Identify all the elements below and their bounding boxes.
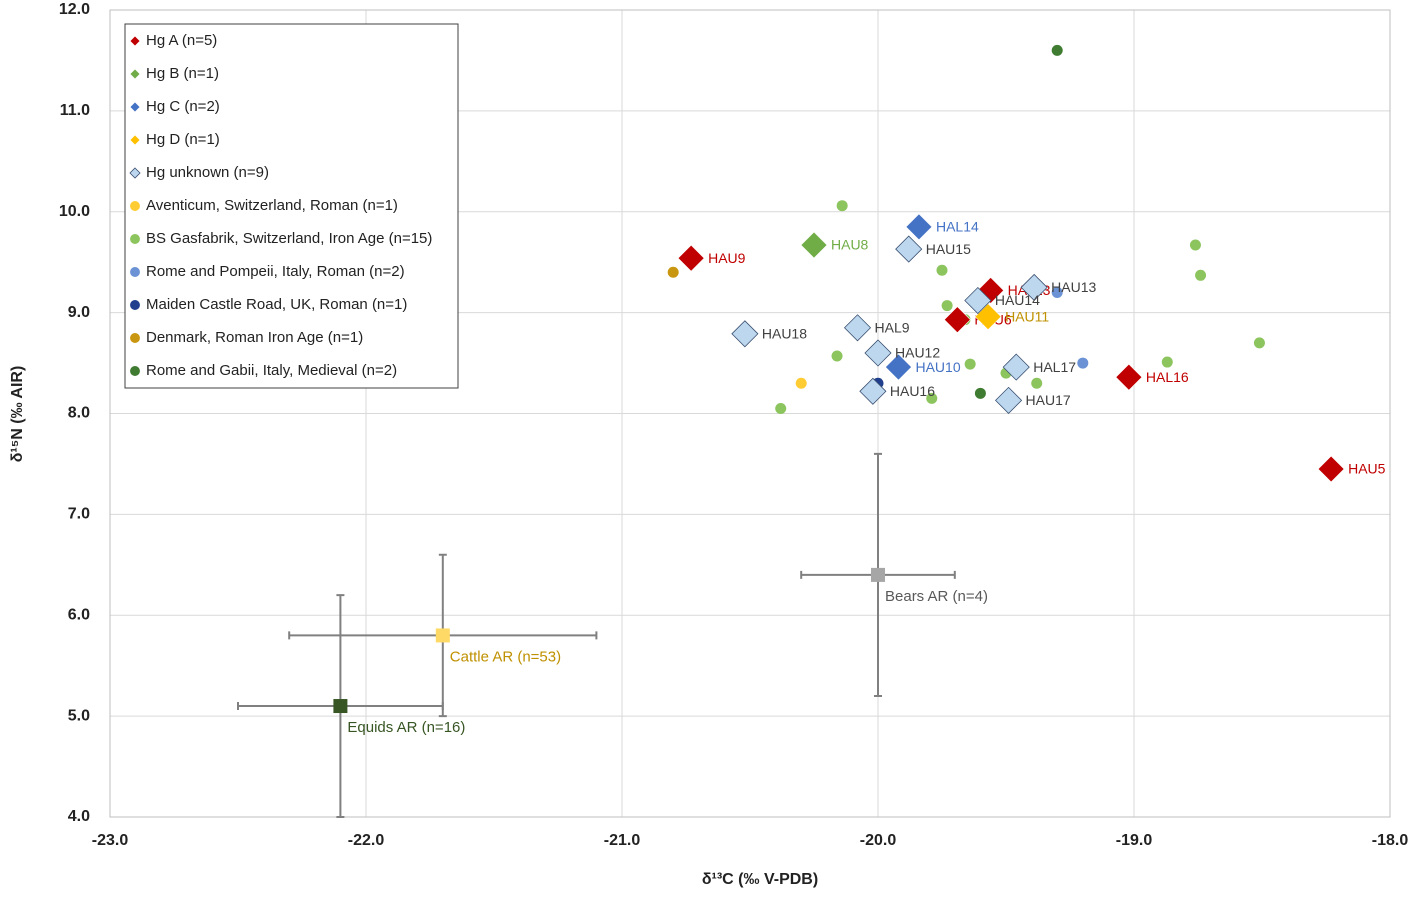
legend-label: BS Gasfabrik, Switzerland, Iron Age (n=1… <box>146 230 432 247</box>
point <box>964 358 976 370</box>
legend-label: Hg B (n=1) <box>146 65 219 82</box>
point <box>943 306 971 334</box>
point-label: HAU14 <box>995 292 1040 308</box>
point <box>1317 455 1345 483</box>
error-bar-label: Bears AR (n=4) <box>885 588 988 605</box>
y-tick-label: 9.0 <box>68 304 90 321</box>
x-tick-label: -19.0 <box>1116 832 1153 849</box>
point <box>731 320 759 348</box>
y-tick-label: 4.0 <box>68 808 90 825</box>
legend-marker <box>130 366 140 376</box>
y-tick-label: 12.0 <box>59 1 90 18</box>
error-bar-marker <box>435 628 450 643</box>
point <box>836 200 848 212</box>
y-tick-label: 6.0 <box>68 606 90 623</box>
x-tick-label: -18.0 <box>1372 832 1409 849</box>
point-label: HAU18 <box>762 326 807 342</box>
point-label: HAU17 <box>1026 392 1071 408</box>
legend-marker <box>130 201 140 211</box>
legend-marker <box>130 234 140 244</box>
point <box>1115 363 1143 391</box>
point <box>795 377 807 389</box>
point-label: HAL9 <box>875 319 910 335</box>
legend-marker <box>130 333 140 343</box>
legend-marker <box>130 300 140 310</box>
error-bar-label: Equids AR (n=16) <box>347 719 465 736</box>
point <box>1020 273 1048 301</box>
y-tick-label: 8.0 <box>68 405 90 422</box>
error-bar-label: Cattle AR (n=53) <box>450 648 561 665</box>
error-bar-marker <box>871 567 885 582</box>
point-label: HAU11 <box>1005 308 1049 324</box>
y-tick-label: 11.0 <box>60 102 90 119</box>
legend-label: Aventicum, Switzerland, Roman (n=1) <box>146 197 398 214</box>
point <box>859 377 887 405</box>
y-tick-label: 5.0 <box>68 707 90 724</box>
point <box>800 231 828 259</box>
point-label: HAU15 <box>926 241 971 257</box>
legend-label: Denmark, Roman Iron Age (n=1) <box>146 329 363 346</box>
point <box>936 264 948 276</box>
error-bar-marker <box>333 699 348 714</box>
legend-label: Hg A (n=5) <box>146 32 217 49</box>
point <box>775 402 787 414</box>
x-tick-label: -20.0 <box>860 832 897 849</box>
point <box>1253 337 1265 349</box>
point-label: HAU12 <box>895 345 940 361</box>
point <box>895 235 923 263</box>
point <box>885 353 912 381</box>
point <box>994 386 1023 414</box>
point-label: HAU16 <box>890 383 935 399</box>
x-tick-label: -22.0 <box>348 832 385 849</box>
legend-box <box>124 23 459 389</box>
point <box>1189 239 1201 251</box>
point <box>941 300 953 312</box>
point <box>1002 353 1030 381</box>
point <box>1161 356 1173 368</box>
y-tick-label: 10.0 <box>59 203 90 220</box>
legend-label: Hg D (n=1) <box>146 131 220 148</box>
legend-marker <box>129 68 141 80</box>
point <box>1051 44 1063 56</box>
legend-marker <box>129 35 141 47</box>
y-tick-label: 7.0 <box>68 506 90 523</box>
point <box>864 339 892 367</box>
point <box>1195 269 1207 281</box>
legend-label: Hg unknown (n=9) <box>146 164 269 181</box>
point-label: HAL14 <box>936 219 979 235</box>
point <box>905 213 933 241</box>
point <box>974 387 986 399</box>
point <box>831 350 843 362</box>
legend-label: Rome and Pompeii, Italy, Roman (n=2) <box>146 263 405 280</box>
point-label: HAU13 <box>1051 279 1096 295</box>
x-tick-label: -23.0 <box>92 832 129 849</box>
point <box>1031 377 1043 389</box>
point <box>843 314 872 342</box>
point <box>1077 357 1089 369</box>
legend-marker <box>130 267 140 277</box>
point <box>677 244 705 272</box>
point <box>964 286 992 315</box>
point-label: HAU10 <box>915 359 960 375</box>
legend-marker <box>129 101 141 113</box>
y-axis-title: δ¹⁵N (‰ AIR) <box>9 366 26 463</box>
legend-label: Rome and Gabii, Italy, Medieval (n=2) <box>146 362 397 379</box>
point-label: HAL16 <box>1146 369 1189 385</box>
legend-label: Maiden Castle Road, UK, Roman (n=1) <box>146 296 407 313</box>
legend-label: Hg C (n=2) <box>146 98 220 115</box>
plot-border <box>109 9 1391 818</box>
point <box>667 266 679 278</box>
legend-marker <box>129 134 141 146</box>
point <box>926 392 938 404</box>
point-label: HAU5 <box>1348 461 1386 477</box>
point <box>1051 286 1063 298</box>
point-label: HAL17 <box>1033 359 1076 375</box>
point-label: HAU8 <box>831 237 869 253</box>
legend-marker <box>129 167 141 179</box>
x-tick-label: -21.0 <box>604 832 641 849</box>
x-axis-title: δ¹³C (‰ V-PDB) <box>702 871 818 888</box>
point-label: HAU9 <box>708 250 746 266</box>
